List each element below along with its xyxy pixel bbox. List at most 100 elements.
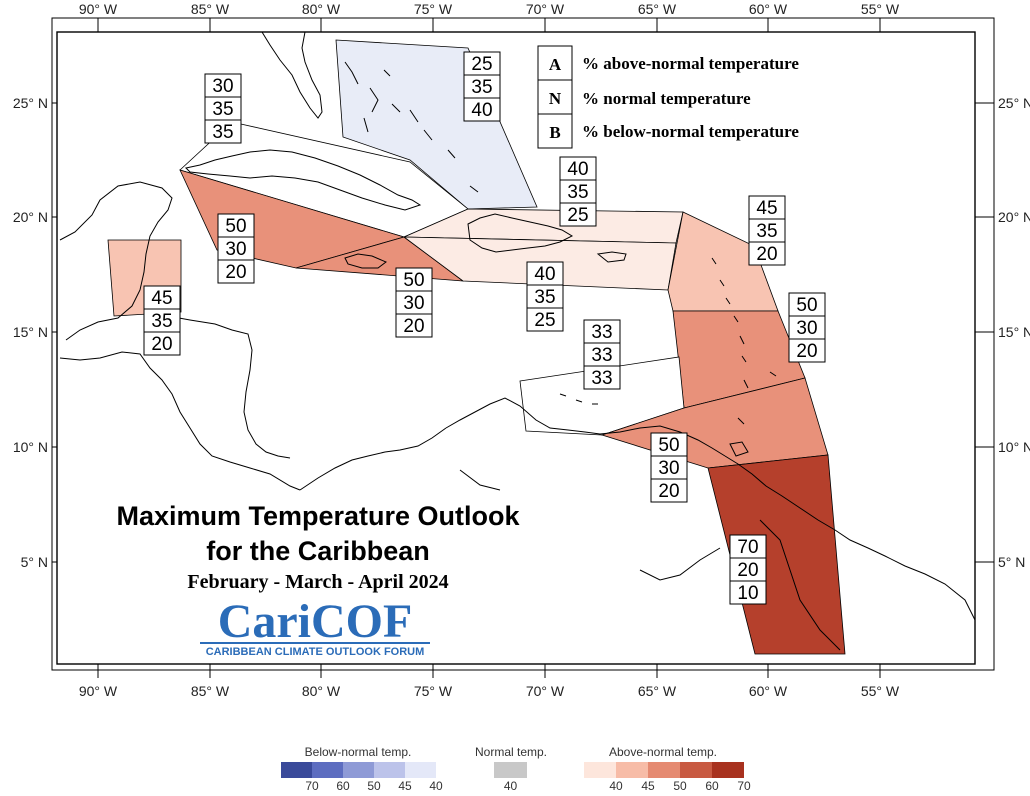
legend-below-label: 45 bbox=[398, 779, 412, 791]
legend-above-title: Above-normal temp. bbox=[609, 745, 717, 759]
lon-label: 80° W bbox=[302, 683, 341, 699]
prob-value: 20 bbox=[796, 341, 817, 362]
legend-below-swatch bbox=[312, 762, 343, 778]
prob-value: 25 bbox=[534, 310, 555, 331]
key-text: % above-normal temperature bbox=[582, 54, 799, 73]
legend-normal-label: 40 bbox=[504, 779, 518, 791]
key-letter: B bbox=[549, 123, 560, 142]
legend-above-label: 50 bbox=[673, 779, 687, 791]
prob-value: 20 bbox=[225, 262, 246, 283]
prob-value: 33 bbox=[591, 368, 612, 389]
lon-label: 80° W bbox=[302, 1, 341, 17]
map-title: Maximum Temperature Outlook bbox=[116, 501, 520, 531]
prob-value: 35 bbox=[212, 99, 233, 120]
legend-below-label: 70 bbox=[305, 779, 319, 791]
prob-value: 30 bbox=[403, 293, 424, 314]
legend-normal-swatch bbox=[494, 762, 527, 778]
lat-label: 25° N bbox=[13, 95, 48, 111]
map-period: February - March - April 2024 bbox=[187, 571, 448, 593]
logo-subtitle: CARIBBEAN CLIMATE OUTLOOK FORUM bbox=[206, 646, 425, 658]
prob-cell bbox=[204, 119, 242, 144]
prob-value: 50 bbox=[403, 270, 424, 291]
lon-ticks bbox=[97, 18, 881, 678]
prob-value: 10 bbox=[737, 583, 758, 604]
prob-value: 33 bbox=[591, 345, 612, 366]
key-text: % normal temperature bbox=[582, 89, 751, 108]
lat-label: 20° N bbox=[998, 209, 1030, 225]
lon-label: 60° W bbox=[749, 683, 788, 699]
prob-value: 25 bbox=[471, 54, 492, 75]
lon-label: 60° W bbox=[749, 1, 788, 17]
legend-normal-title: Normal temp. bbox=[475, 745, 547, 759]
prob-value: 30 bbox=[212, 76, 233, 97]
prob-value: 35 bbox=[567, 182, 588, 203]
lat-ticks bbox=[52, 102, 994, 563]
prob-value: 35 bbox=[471, 77, 492, 98]
legend-below-swatch bbox=[343, 762, 374, 778]
lon-label: 70° W bbox=[526, 683, 565, 699]
lat-label: 10° N bbox=[13, 439, 48, 455]
lon-label: 55° W bbox=[861, 1, 900, 17]
legend-below-label: 50 bbox=[367, 779, 381, 791]
legend-above-label: 70 bbox=[737, 779, 751, 791]
prob-cell bbox=[559, 202, 597, 227]
legend-above-swatch bbox=[712, 762, 744, 778]
key-letter: N bbox=[549, 89, 562, 108]
lon-label: 55° W bbox=[861, 683, 900, 699]
prob-value: 25 bbox=[567, 205, 588, 226]
lat-label: 15° N bbox=[998, 324, 1030, 340]
prob-value: 40 bbox=[534, 264, 555, 285]
legend-above-label: 40 bbox=[609, 779, 623, 791]
lon-label: 65° W bbox=[638, 1, 677, 17]
prob-cell bbox=[788, 338, 826, 363]
prob-cell bbox=[650, 478, 688, 503]
prob-value: 20 bbox=[756, 244, 777, 265]
lat-label: 10° N bbox=[998, 439, 1030, 455]
legend-below-swatch bbox=[281, 762, 312, 778]
legend-above-swatch bbox=[648, 762, 680, 778]
lon-label: 75° W bbox=[414, 1, 453, 17]
lat-labels-right: 25° N 20° N 15° N 10° N 5° N bbox=[998, 95, 1030, 570]
lon-label: 90° W bbox=[79, 1, 118, 17]
key-text: % below-normal temperature bbox=[582, 122, 799, 141]
lat-label: 15° N bbox=[13, 324, 48, 340]
prob-value: 33 bbox=[591, 322, 612, 343]
legend-above-swatch bbox=[584, 762, 616, 778]
prob-value: 20 bbox=[658, 481, 679, 502]
prob-value: 35 bbox=[534, 287, 555, 308]
prob-value: 35 bbox=[151, 311, 172, 332]
lon-labels-bottom: 90° W 85° W 80° W 75° W 70° W 65° W 60° … bbox=[79, 683, 900, 699]
lon-label: 90° W bbox=[79, 683, 118, 699]
legend-below-swatch bbox=[405, 762, 436, 778]
legend-below-swatch bbox=[374, 762, 405, 778]
map-title-line2: for the Caribbean bbox=[206, 536, 430, 566]
coastlines bbox=[59, 31, 976, 651]
prob-value: 70 bbox=[737, 537, 758, 558]
prob-value: 20 bbox=[737, 560, 758, 581]
lon-label: 65° W bbox=[638, 683, 677, 699]
prob-value: 50 bbox=[658, 435, 679, 456]
prob-value: 35 bbox=[212, 122, 233, 143]
legend-below-label: 60 bbox=[336, 779, 350, 791]
prob-cell bbox=[463, 97, 501, 122]
color-legend: Below-normal temp. Normal temp. Above-no… bbox=[281, 745, 751, 793]
legend-above-label: 45 bbox=[641, 779, 655, 791]
prob-value: 50 bbox=[225, 216, 246, 237]
title-block: Maximum Temperature Outlook for the Cari… bbox=[116, 501, 520, 593]
prob-cell bbox=[395, 313, 433, 338]
prob-cell bbox=[729, 580, 767, 605]
prob-value: 30 bbox=[225, 239, 246, 260]
lon-label: 85° W bbox=[191, 683, 230, 699]
key-letter: A bbox=[549, 55, 562, 74]
